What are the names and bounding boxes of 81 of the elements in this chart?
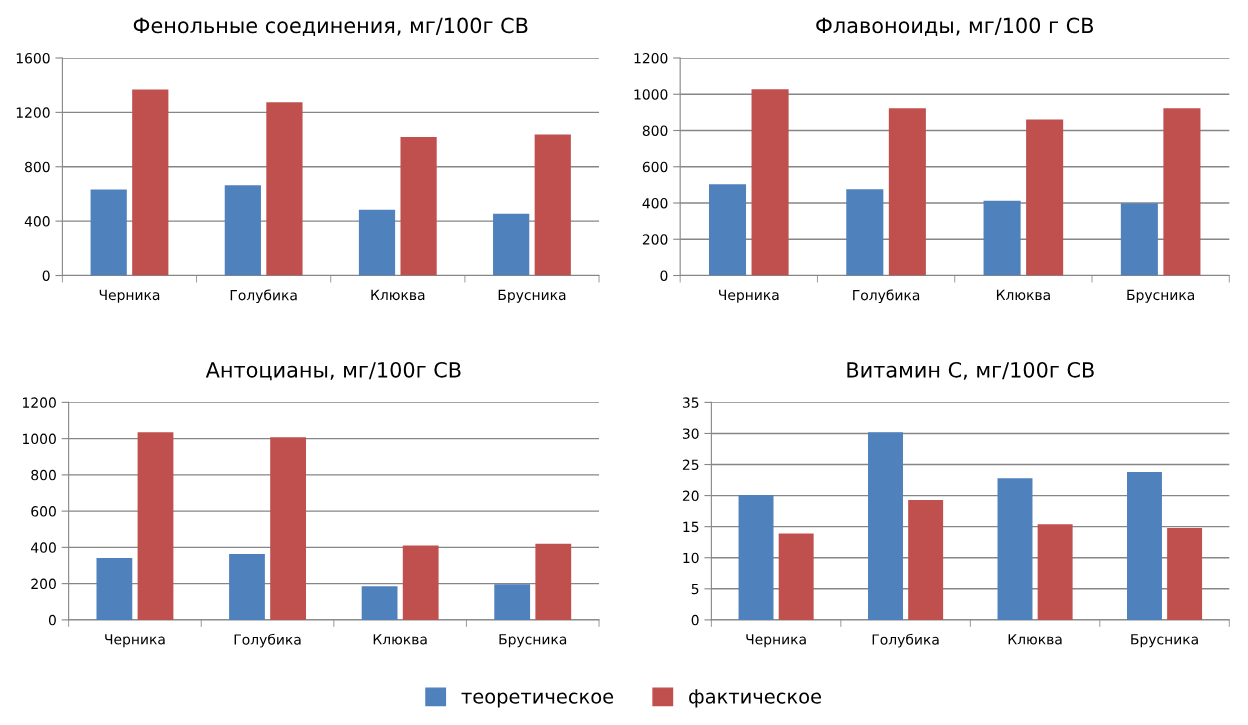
bar	[888, 108, 926, 276]
y-tick-label: 600	[642, 161, 668, 173]
bar	[402, 545, 439, 620]
x-tick-label: Голубика	[872, 633, 939, 648]
legend-label: теоретическое	[461, 692, 614, 708]
x-tick-label: Клюква	[996, 289, 1050, 301]
y-tick-label: 35	[682, 397, 699, 408]
bar	[1120, 203, 1158, 276]
y-tick-label: 400	[24, 216, 50, 227]
x-tick-label: Клюква	[373, 634, 427, 645]
y-tick-label: 1000	[634, 89, 668, 100]
bar	[1163, 108, 1201, 276]
bar	[534, 134, 571, 276]
y-tick-label: 1600	[16, 52, 50, 64]
x-tick-label: Клюква	[1008, 634, 1062, 645]
y-tick-label: 25	[682, 459, 699, 470]
y-tick-label: 15	[683, 521, 699, 533]
chart-title: Фенольные соединения, мг/100г СВ	[133, 17, 528, 36]
y-tick-label: 800	[31, 469, 56, 481]
bar	[983, 200, 1021, 276]
y-tick-label: 200	[31, 578, 56, 590]
bar	[493, 213, 530, 276]
bar	[1037, 524, 1073, 620]
bar	[708, 184, 747, 276]
chart-title: Витамин С, мг/100г СВ	[847, 361, 1094, 380]
bar	[137, 432, 174, 620]
y-tick-label: 400	[642, 197, 668, 209]
y-tick-label: 800	[25, 161, 50, 173]
y-tick-label: 600	[31, 506, 56, 517]
bar	[535, 543, 572, 620]
y-tick-label: 0	[42, 270, 50, 281]
bar	[229, 554, 265, 620]
y-tick-label: 0	[660, 270, 668, 281]
y-tick-label: 30	[682, 428, 699, 439]
x-tick-label: Клюква	[371, 289, 425, 301]
bar	[846, 189, 884, 276]
bar	[868, 432, 903, 620]
y-tick-label: 10	[683, 552, 699, 564]
y-tick-label: 20	[682, 490, 699, 502]
bar	[494, 584, 531, 620]
x-tick-label: Голубика	[230, 289, 297, 304]
bar	[90, 189, 127, 276]
y-tick-label: 1000	[23, 433, 56, 445]
y-tick-label: 800	[642, 125, 668, 136]
x-tick-label: Черника	[719, 289, 779, 303]
bar	[400, 136, 437, 276]
bar	[738, 494, 774, 620]
y-tick-label: 0	[48, 614, 56, 626]
bar	[266, 102, 303, 276]
bar	[1167, 527, 1203, 620]
bar	[224, 185, 261, 276]
x-tick-label: Голубика	[853, 289, 920, 304]
y-tick-label: 1200	[634, 52, 668, 64]
x-tick-label: Брусника	[1127, 289, 1194, 303]
x-tick-label: Черника	[746, 634, 806, 648]
bar	[1126, 471, 1162, 620]
bar	[96, 558, 133, 620]
chart-title: Антоцианы, мг/100г СВ	[205, 361, 461, 381]
y-tick-label: 0	[691, 614, 699, 626]
y-tick-label: 400	[31, 542, 56, 553]
x-tick-label: Голубика	[234, 633, 301, 648]
y-tick-label: 5	[691, 583, 699, 595]
x-tick-label: Черника	[105, 634, 165, 648]
x-tick-label: Брусника	[498, 289, 566, 303]
bar	[997, 478, 1033, 620]
x-tick-label: Брусника	[499, 634, 567, 648]
y-tick-label: 1200	[16, 107, 50, 118]
bar	[778, 533, 814, 620]
bar	[1026, 119, 1064, 276]
legend-label: фактическое	[689, 689, 822, 708]
bar	[361, 586, 398, 620]
y-tick-label: 1200	[23, 397, 56, 408]
x-tick-label: Черника	[99, 289, 160, 303]
bar	[751, 89, 789, 276]
bar	[908, 499, 944, 620]
chart-title: Флавоноиды, мг/100 г СВ	[816, 17, 1094, 36]
x-tick-label: Брусника	[1131, 634, 1198, 648]
bar	[270, 437, 306, 620]
bar	[358, 209, 396, 276]
bar	[132, 89, 169, 276]
y-tick-label: 200	[642, 234, 668, 245]
